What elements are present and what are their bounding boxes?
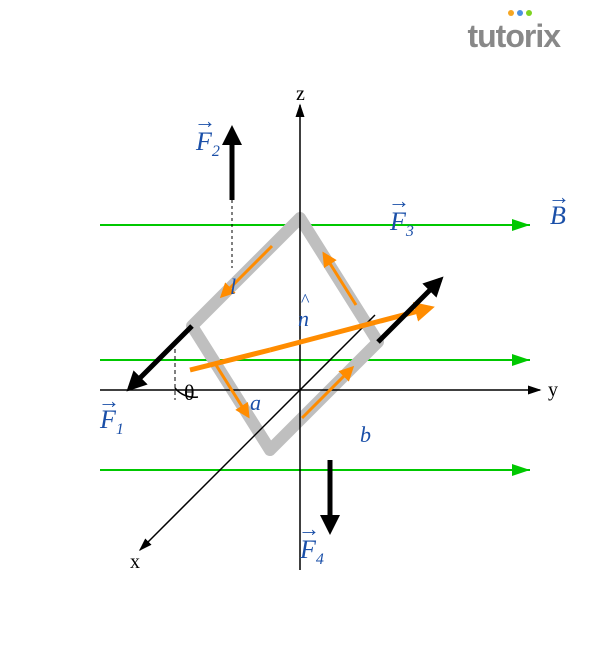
svg-text:→: → [298,516,320,541]
svg-text:→: → [98,388,120,413]
svg-text:→: → [194,108,216,133]
svg-text:x: x [130,551,140,573]
svg-text:l: l [230,274,236,299]
svg-text:y: y [548,379,558,401]
svg-text:z: z [296,83,305,105]
svg-text:a: a [250,390,261,415]
svg-text:→: → [548,184,570,209]
physics-diagram: yzxB→F1→F2→F3→F4→n^θlab [0,0,600,652]
svg-text:^: ^ [301,290,310,310]
svg-text:b: b [360,422,371,447]
field-lines [100,225,530,470]
labels: yzxB→F1→F2→F3→F4→n^θlab [98,83,570,573]
current-loop [192,218,378,450]
svg-text:→: → [388,188,410,213]
svg-text:θ: θ [184,380,195,405]
